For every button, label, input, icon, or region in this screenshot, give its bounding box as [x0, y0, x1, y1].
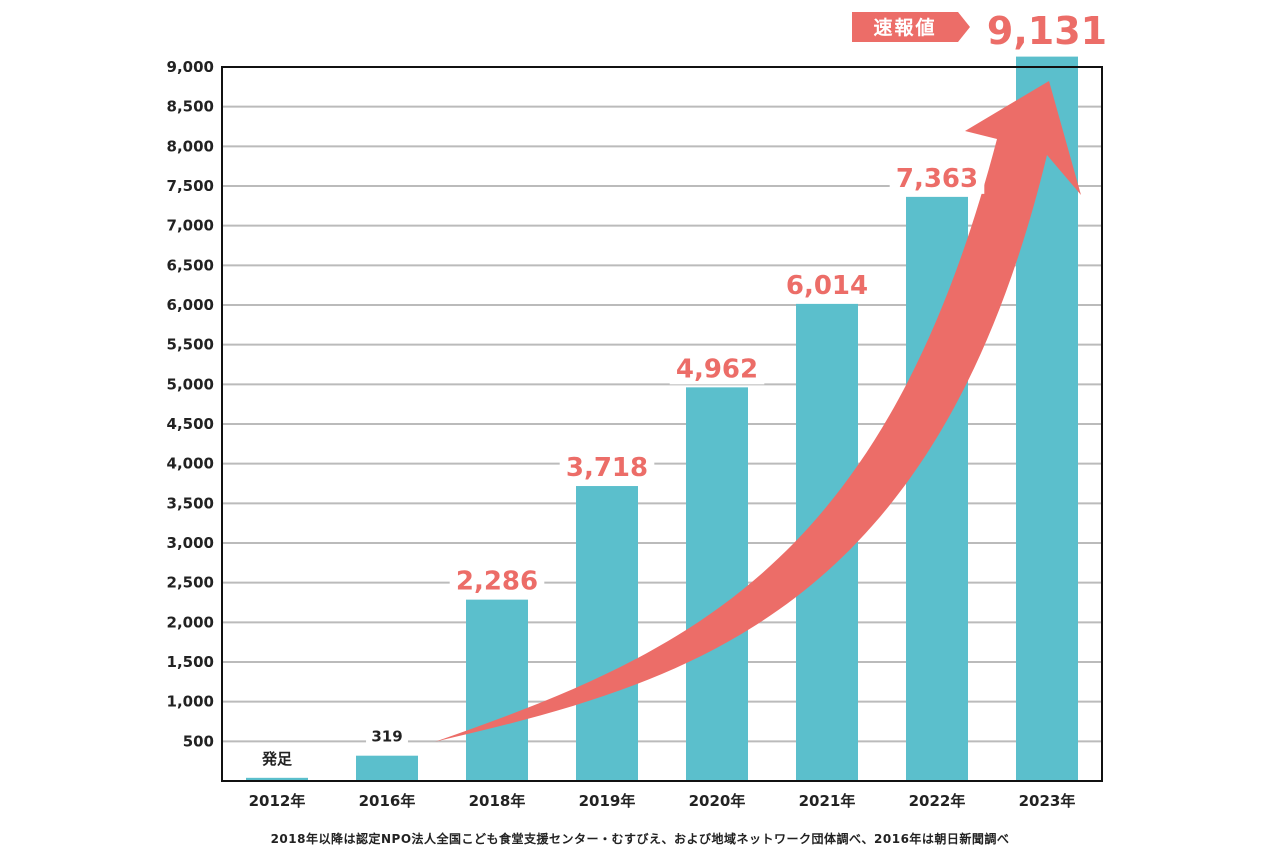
data-label-background	[669, 352, 765, 385]
data-label: 4,962	[676, 354, 758, 384]
data-label-background	[366, 727, 408, 749]
data-labels: 発足 319 2,286 3,718 4,962 6,014 7,363 速報値 9,131	[260, 8, 1119, 771]
bars	[246, 56, 1078, 782]
y-tick-label: 3,500	[167, 494, 214, 512]
y-tick-label: 5,500	[167, 336, 214, 354]
data-label: 7,363	[896, 164, 978, 194]
x-tick-label: 2018年	[469, 792, 526, 810]
y-tick-label: 8,000	[167, 137, 214, 155]
y-tick-label: 2,000	[167, 613, 214, 631]
y-tick-label: 2,500	[167, 574, 214, 592]
y-tick-label: 6,500	[167, 256, 214, 274]
y-tick-label: 500	[183, 732, 214, 750]
y-tick-label: 3,000	[167, 534, 214, 552]
data-label-background	[779, 268, 875, 301]
y-tick-label: 8,500	[167, 98, 214, 116]
data-label-background	[975, 8, 1119, 48]
x-tick-label: 2021年	[799, 792, 856, 810]
x-tick-label: 2016年	[359, 792, 416, 810]
data-label: 3,718	[566, 453, 648, 483]
data-label-background	[559, 451, 655, 484]
bar	[576, 486, 638, 781]
callout-label: 速報値	[873, 16, 936, 39]
trend-arrow-layer	[435, 81, 1081, 742]
data-label: 2,286	[456, 567, 538, 597]
x-tick-label: 2023年	[1019, 792, 1076, 810]
axes: 500 1,000 1,500 2,000 2,500 3,000 3,500 4,000 4,…	[167, 58, 1103, 810]
y-tick-label: 4,500	[167, 415, 214, 433]
data-label: 9,131	[987, 9, 1107, 53]
plot-frame	[221, 66, 1103, 782]
source-footnote: 2018年以降は認定NPO法人全国こども食堂支援センター・むすびえ、および地域ネ…	[270, 832, 1010, 846]
data-label-background	[449, 564, 545, 597]
bar	[356, 755, 418, 781]
callout-badge	[852, 12, 970, 42]
y-tick-label: 9,000	[167, 58, 214, 76]
y-tick-label: 1,000	[167, 693, 214, 711]
data-label: 発足	[261, 750, 293, 768]
bar	[686, 387, 748, 781]
data-label-background	[889, 161, 985, 194]
data-label: 319	[371, 728, 402, 746]
y-tick-label: 7,000	[167, 217, 214, 235]
y-tick-label: 6,000	[167, 296, 214, 314]
bar	[466, 599, 528, 781]
y-tick-label: 1,500	[167, 653, 214, 671]
x-tick-label: 2012年	[249, 792, 306, 810]
x-tick-label: 2022年	[909, 792, 966, 810]
data-label: 6,014	[786, 271, 868, 301]
y-tick-label: 5,000	[167, 375, 214, 393]
x-tick-label: 2020年	[689, 792, 746, 810]
y-tick-label: 4,000	[167, 455, 214, 473]
data-label-background	[260, 749, 294, 771]
y-tick-label: 7,500	[167, 177, 214, 195]
bar	[246, 777, 308, 781]
trend-arrow	[435, 81, 1081, 742]
x-tick-label: 2019年	[579, 792, 636, 810]
